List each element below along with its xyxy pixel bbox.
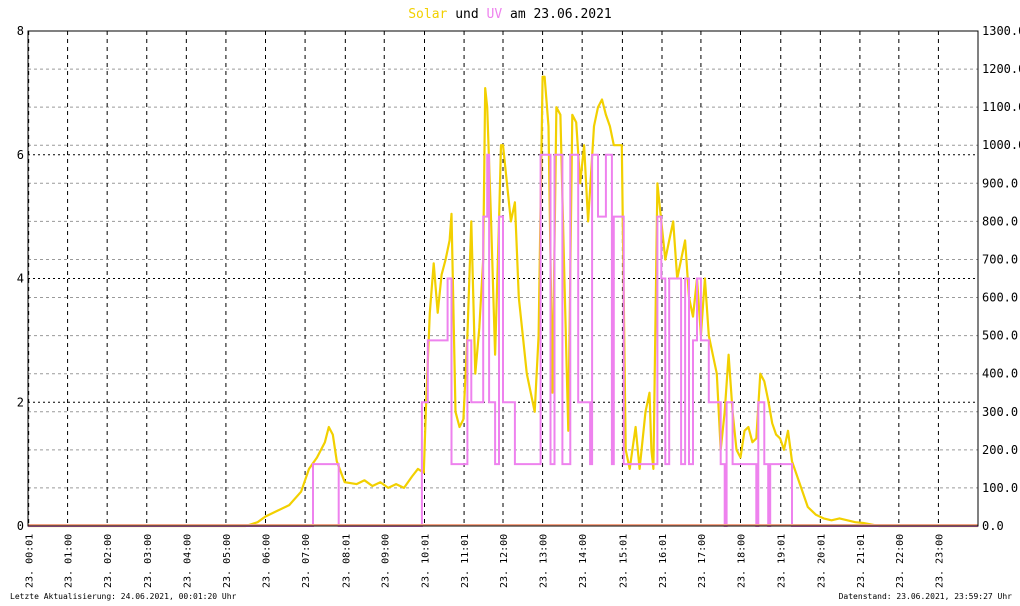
x-tick-label: 23. 19:01	[777, 534, 788, 588]
y-right-tick-label: 1000.0	[982, 138, 1020, 152]
title-date: am 23.06.2021	[502, 7, 612, 22]
y-right-tick-label: 500.0	[982, 329, 1018, 343]
x-tick-label: 23. 09:00	[380, 534, 391, 588]
x-tick-label: 23. 14:00	[578, 534, 589, 588]
y-left-tick-label: 0	[17, 519, 24, 533]
x-tick-label: 23. 20:01	[816, 534, 827, 588]
y-right-tick-label: 400.0	[982, 367, 1018, 381]
x-tick-label: 23. 21:01	[856, 534, 867, 588]
x-tick-label: 23. 07:00	[301, 534, 312, 588]
y-right-tick-label: 100.0	[982, 481, 1018, 495]
x-tick-label: 23. 03:00	[143, 534, 154, 588]
x-tick-label: 23. 01:00	[64, 534, 75, 588]
x-tick-label: 23. 16:01	[658, 534, 669, 588]
x-tick-label: 23. 18:00	[737, 534, 748, 588]
y-left-tick-label: 6	[17, 148, 24, 162]
y-right-tick-label: 600.0	[982, 291, 1018, 305]
x-tick-label: 23. 13:00	[539, 534, 550, 588]
x-tick-label: 23. 00:01	[25, 534, 36, 588]
x-tick-label: 23. 12:00	[499, 534, 510, 588]
y-right-tick-label: 800.0	[982, 214, 1018, 228]
y-right-tick-label: 300.0	[982, 405, 1018, 419]
ticks: 0 2 4 6 8 0.0 100.0 200.0 300.0 400.0 500.0 600.0 70…	[17, 24, 1020, 588]
y-left-tick-label: 8	[17, 24, 24, 38]
x-tick-label: 23. 02:00	[103, 534, 114, 588]
x-tick-label: 23. 22:00	[895, 534, 906, 588]
x-tick-label: 23. 17:00	[697, 534, 708, 588]
x-tick-label: 23. 11:01	[460, 534, 471, 588]
footer-last-update: Letzte Aktualisierung: 24.06.2021, 00:01…	[10, 592, 237, 601]
y-left-tick-label: 4	[17, 272, 24, 286]
y-right-tick-label: 700.0	[982, 252, 1018, 266]
chart-title: Solar und UV am 23.06.2021	[408, 7, 612, 22]
x-tick-label: 23. 23:00	[934, 534, 945, 588]
title-uv: UV	[487, 7, 503, 22]
x-tick-label: 23. 15:01	[618, 534, 629, 588]
series-solar-line	[28, 75, 978, 528]
x-tick-label: 23. 08:01	[341, 534, 352, 588]
y-right-tick-label: 1300.0	[982, 24, 1020, 38]
plot-frame	[27, 30, 979, 527]
x-tick-label: 23. 05:00	[222, 534, 233, 588]
title-und: und	[447, 7, 486, 22]
y-left-tick-label: 2	[17, 395, 24, 409]
y-right-tick-label: 0.0	[982, 519, 1004, 533]
x-tick-label: 23. 04:00	[182, 534, 193, 588]
y-right-tick-label: 1200.0	[982, 62, 1020, 76]
footer-data-status: Datenstand: 23.06.2021, 23:59:27 Uhr	[838, 592, 1012, 601]
title-solar: Solar	[408, 7, 447, 22]
x-tick-label: 23. 10:01	[420, 534, 431, 588]
y-right-tick-label: 900.0	[982, 176, 1018, 190]
y-right-tick-label: 1100.0	[982, 100, 1020, 114]
y-right-tick-label: 200.0	[982, 443, 1018, 457]
x-tick-label: 23. 06:00	[262, 534, 273, 588]
